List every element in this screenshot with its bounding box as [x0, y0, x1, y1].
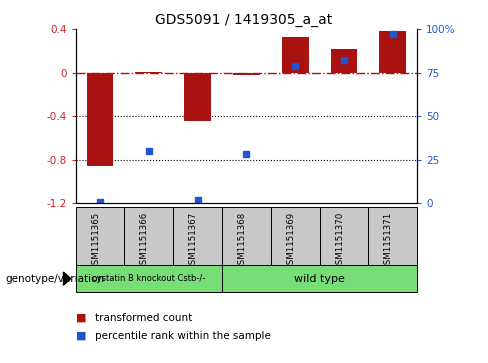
Text: GSM1151366: GSM1151366	[140, 212, 149, 270]
Text: GSM1151369: GSM1151369	[286, 212, 295, 270]
Bar	[331, 49, 358, 73]
Text: ■: ■	[76, 331, 86, 341]
Bar	[184, 73, 211, 121]
Bar	[380, 31, 407, 73]
Text: cystatin B knockout Cstb-/-: cystatin B knockout Cstb-/-	[92, 274, 205, 283]
Text: genotype/variation: genotype/variation	[5, 274, 104, 284]
Bar	[124, 207, 173, 265]
Bar	[368, 207, 417, 265]
Bar	[282, 37, 309, 73]
Text: GSM1151368: GSM1151368	[238, 212, 246, 270]
Bar	[87, 73, 114, 166]
Text: GDS5091 / 1419305_a_at: GDS5091 / 1419305_a_at	[155, 13, 333, 27]
Bar	[76, 207, 124, 265]
Text: percentile rank within the sample: percentile rank within the sample	[95, 331, 271, 341]
Bar	[222, 207, 271, 265]
Polygon shape	[63, 272, 71, 285]
Text: transformed count: transformed count	[95, 313, 192, 323]
Bar	[271, 207, 320, 265]
Bar	[233, 73, 260, 75]
Text: ■: ■	[76, 313, 86, 323]
Bar	[136, 72, 163, 73]
Text: GSM1151371: GSM1151371	[384, 212, 393, 270]
Text: GSM1151365: GSM1151365	[91, 212, 100, 270]
Bar	[76, 265, 222, 292]
Text: wild type: wild type	[294, 274, 345, 284]
Bar	[173, 207, 222, 265]
Bar	[320, 207, 368, 265]
Text: GSM1151367: GSM1151367	[189, 212, 198, 270]
Bar	[222, 265, 417, 292]
Text: GSM1151370: GSM1151370	[335, 212, 344, 270]
